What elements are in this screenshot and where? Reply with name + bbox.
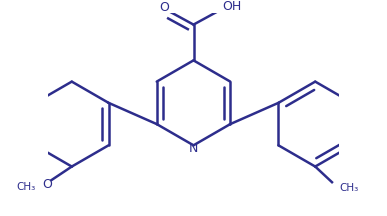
- Text: N: N: [189, 142, 198, 155]
- Text: O: O: [42, 178, 52, 191]
- Text: O: O: [159, 1, 170, 14]
- Text: CH₃: CH₃: [340, 183, 359, 193]
- Text: OH: OH: [222, 0, 241, 13]
- Text: CH₃: CH₃: [16, 182, 35, 192]
